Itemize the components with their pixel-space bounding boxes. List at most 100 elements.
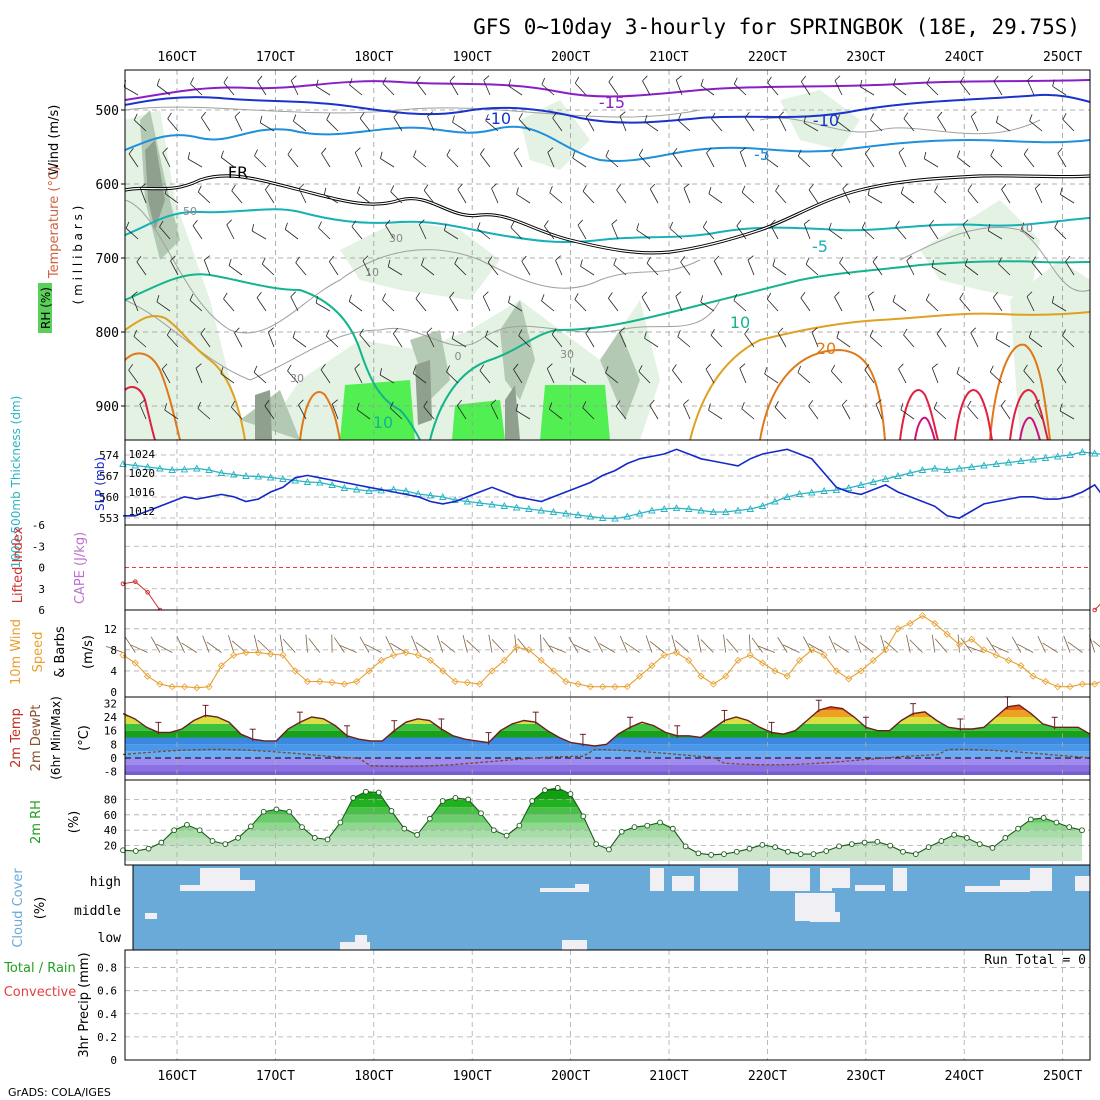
lifted-index-point: [145, 589, 150, 595]
thickness-marker: [820, 487, 828, 494]
rh2m-point: [1015, 825, 1021, 832]
wind-barb-shaft: [936, 333, 947, 348]
thickness-marker: [660, 505, 668, 512]
wind-barb-shaft: [385, 225, 395, 240]
wind-barb-shaft: [1054, 227, 1067, 240]
wind-barb-shaft: [867, 295, 875, 312]
rh2m-units: (%): [67, 811, 82, 834]
wind-barb-shaft: [477, 228, 491, 240]
wind-barb-flag: [926, 77, 931, 84]
wind-barb-shaft: [421, 264, 435, 276]
rh-shading-bright: [540, 385, 610, 440]
wind10-units: (m/s): [81, 635, 96, 669]
wind-barb-flag: [385, 219, 391, 226]
wind10-marker: [980, 646, 988, 654]
wind-barb-flag: [834, 291, 840, 298]
wind-barb-shaft: [198, 191, 211, 204]
lifted-index-point: [1092, 607, 1097, 613]
wind-barb-shaft: [683, 188, 691, 204]
rh2m-point: [337, 819, 344, 826]
wind-barb-shaft: [872, 261, 883, 276]
thickness-marker: [402, 487, 410, 494]
wind-barb-flag: [605, 366, 609, 374]
wind-barb-shaft: [257, 81, 267, 96]
wind-barb-flag: [287, 364, 292, 372]
rh2m-point: [644, 822, 651, 829]
wind-barb-shaft: [164, 193, 179, 204]
stability-tick: 0: [38, 562, 45, 575]
wind-barb-shaft: [189, 299, 203, 312]
wind10-marker: [291, 667, 299, 675]
wind-barb-flag: [711, 112, 716, 120]
wind10-marker: [513, 643, 521, 651]
wind-barb-flag: [706, 147, 712, 154]
wind-barb-flag: [200, 328, 206, 335]
thickness-marker: [844, 484, 853, 491]
wind-barb-flag: [226, 219, 232, 226]
wind-barb-flag: [1000, 399, 1006, 406]
wind-barb-shaft: [262, 263, 275, 276]
rh2m-point: [414, 831, 420, 838]
wind-barb-shaft: [803, 223, 811, 240]
temp-band: [125, 744, 1090, 752]
precip-label-c: 3hr Precip (mm): [77, 952, 92, 1057]
wind-barb-flag: [136, 256, 142, 263]
wind10-marker: [648, 662, 656, 670]
wind-barb-flag: [128, 364, 134, 371]
wind-barb-shaft: [192, 225, 203, 240]
wind-barb-shaft: [290, 296, 299, 312]
cloud-clear-patch: [575, 884, 589, 892]
wind-barb-flag: [487, 256, 493, 263]
thickness-panel: [119, 439, 1100, 526]
wind-barb-flag: [156, 295, 160, 302]
wind-barb-flag: [354, 147, 361, 153]
wind10-marker: [943, 630, 951, 638]
wind10-marker: [402, 648, 410, 657]
wind-barb-flag: [415, 292, 421, 299]
thickness-marker: [1004, 458, 1013, 466]
temperature-contour: [124, 93, 1091, 124]
rh2m-point: [184, 821, 190, 828]
wind-barb-shaft: [485, 120, 499, 132]
contour-label: 10: [1019, 222, 1033, 235]
wind-barb-shaft: [937, 117, 947, 132]
wind-barb-flag: [708, 187, 712, 194]
wind-barb-flag: [1034, 183, 1041, 189]
thickness-marker: [709, 508, 718, 515]
temperature-contour: [1019, 416, 1041, 441]
wind-barb-flag: [316, 79, 319, 87]
wind-barb-shaft: [426, 332, 435, 348]
wind10-marker: [426, 656, 435, 664]
wind-barb-shaft: [260, 122, 275, 132]
wind-barb-shaft: [675, 296, 683, 312]
wind-barb-shaft: [379, 374, 395, 384]
wind-barb-flag: [572, 151, 576, 159]
wind-barb-flag: [800, 75, 807, 82]
wind-barb-shaft: [708, 193, 723, 204]
wind10-barb: [436, 635, 444, 653]
wind-barb-shaft: [318, 227, 331, 240]
rh2m-point: [529, 798, 536, 804]
wind-barb-shaft: [841, 404, 851, 420]
wind-barb-flag: [1051, 295, 1055, 303]
wind-barb-shaft: [772, 265, 787, 276]
wind10-marker: [1005, 656, 1013, 664]
pressure-tick-label: 800: [96, 326, 119, 341]
rh2m-point: [490, 827, 497, 834]
wind-barb-shaft: [644, 121, 659, 132]
wind-barb-flag: [510, 221, 515, 228]
wind10-marker: [894, 625, 902, 633]
rh2m-point: [682, 843, 689, 850]
wind10-tick: 0: [110, 686, 117, 699]
wind-barb-shaft: [544, 225, 555, 240]
rh-shading-light: [1010, 260, 1090, 440]
rh2m-point: [388, 808, 395, 814]
wind-barb-shaft: [869, 335, 883, 348]
wind-barb-flag: [676, 75, 682, 81]
wind10-barb: [1092, 640, 1100, 648]
temperature-contour: [124, 125, 1091, 162]
rh2m-tick: 80: [104, 793, 117, 806]
wind-barb-flag: [956, 366, 960, 374]
wind-barb-shaft: [677, 119, 691, 132]
wind-barb-shaft: [933, 407, 947, 420]
